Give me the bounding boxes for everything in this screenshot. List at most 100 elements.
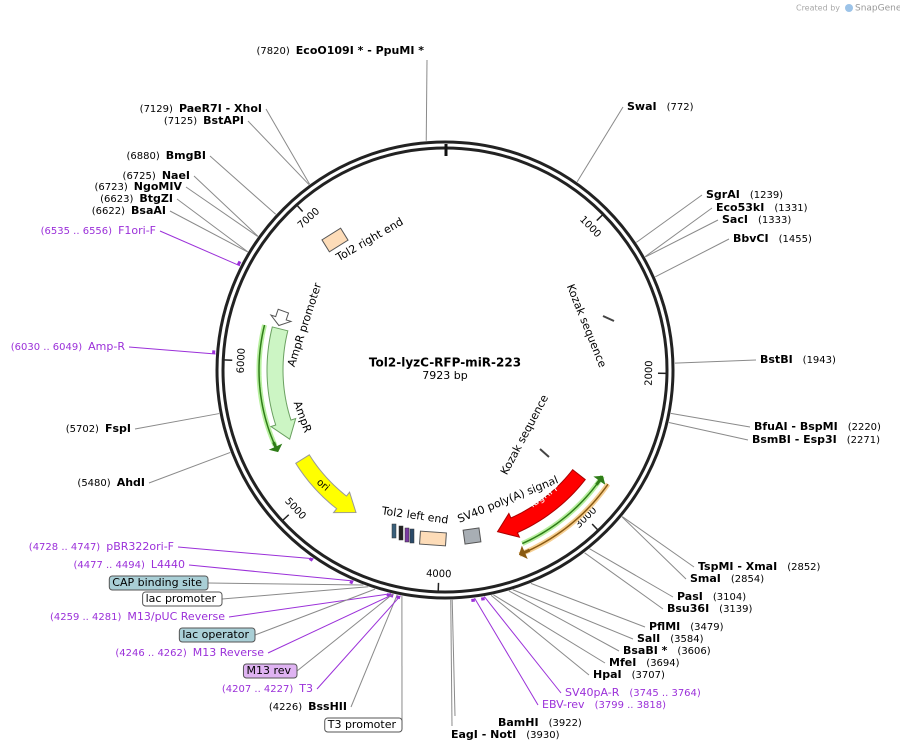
label-name: Amp-R [88, 340, 125, 353]
leader-line [530, 582, 646, 628]
label-name: BamHI [498, 716, 539, 729]
leader-line [474, 597, 539, 706]
label-name: F1ori-F [118, 224, 156, 237]
label-group: SmaI (2854) [621, 516, 764, 585]
scale-tick [281, 514, 290, 522]
label-group: Eco53kI (1331) [644, 201, 808, 258]
feature-ori [295, 454, 357, 514]
label-group: BssHII (4226) [269, 594, 398, 713]
label-group: PaeR7I - XhoI (7129) [140, 102, 310, 185]
label-location: (3799 .. 3818) [595, 700, 667, 711]
label-location: (3104) [713, 592, 746, 603]
label-name: EagI - NotI [451, 728, 516, 741]
leader-line [576, 106, 624, 183]
label-name: TspMI - XmaI [698, 560, 777, 573]
label-location: (3745 .. 3764) [629, 688, 701, 699]
label-location: (3606) [677, 646, 710, 657]
label-name: Bsu36I [667, 602, 709, 615]
label-location: (3930) [526, 730, 559, 741]
label-location: (4728 .. 4747) [29, 542, 101, 553]
label-location: (3479) [690, 622, 723, 633]
label-group: BmgBI (6880) [127, 149, 277, 215]
leader-line [483, 596, 562, 694]
label-name: PflMI [649, 620, 680, 633]
label-location: (1333) [758, 215, 791, 226]
label-name: MfeI [609, 656, 636, 669]
label-name: BstBI [760, 353, 793, 366]
leader-line [508, 590, 620, 652]
label-group: FspI (5702) [66, 413, 220, 435]
label-location: (2271) [847, 435, 880, 446]
leader-line [493, 594, 606, 664]
leader-line [177, 546, 314, 560]
feature-name: Tol2 left end [380, 504, 449, 526]
primer-arc-head [518, 545, 531, 560]
leader-line [185, 186, 258, 237]
label-group: BfuAI - BspMI (2220) [670, 412, 881, 433]
leader-line [265, 108, 310, 185]
primer-mark [396, 595, 401, 600]
leader-line [674, 359, 757, 364]
label-location: (4207 .. 4227) [222, 684, 294, 695]
label-name: SmaI [690, 572, 721, 585]
leader-line [188, 564, 354, 582]
label-location: (2852) [787, 562, 820, 573]
leader-line [247, 120, 310, 185]
label-name: BfuAI - BspMI [754, 420, 838, 433]
feature-name: Kozak sequence [498, 392, 551, 477]
leader-line [148, 451, 231, 484]
scale-tick [591, 523, 599, 532]
label-group: EcoO109I * - PpuMI * (7820) [257, 44, 428, 141]
plasmid-length: 7923 bp [422, 369, 467, 382]
label-group: M13/pUC Reverse (4259 .. 4281) [50, 593, 392, 623]
feature-box [142, 591, 223, 607]
label-name: M13 Reverse [193, 646, 264, 659]
label-name: SacI [722, 213, 748, 226]
feature-label: M13 rev [246, 664, 291, 677]
scale-tick [296, 204, 304, 213]
label-name: EcoO109I * - PpuMI * [296, 44, 424, 57]
label-location: (2854) [731, 574, 764, 585]
label-name: BbvCI [733, 232, 769, 245]
label-location: (7129) [140, 104, 173, 115]
feature-label: lac operator [182, 628, 249, 641]
leader-line [451, 599, 456, 717]
label-location: (1455) [779, 234, 812, 245]
leader-line [316, 595, 401, 690]
label-name: PasI [677, 590, 703, 603]
feature-label: lac promoter [146, 592, 217, 605]
label-location: (6622) [92, 206, 125, 217]
leader-line [267, 593, 394, 654]
leader-line [490, 594, 590, 676]
label-name: FspI [105, 422, 131, 435]
scale-label: 7000 [296, 206, 322, 231]
label-location: (3139) [719, 604, 752, 615]
scale-label: 4000 [426, 569, 452, 581]
leader-line [134, 413, 220, 430]
label-name: pBR322ori-F [106, 540, 174, 553]
label-group: Amp-R (6030 .. 6049) [11, 340, 216, 355]
leader-line [668, 421, 749, 441]
label-name: AhdI [117, 476, 145, 489]
label-group: BstBI (1943) [674, 353, 836, 366]
label-name: Eco53kI [716, 201, 764, 214]
feature-label: CAP binding site [112, 576, 202, 589]
label-name: SwaI [627, 100, 657, 113]
label-location: (4246 .. 4262) [115, 648, 187, 659]
label-group: F1ori-F (6535 .. 6556) [41, 224, 241, 267]
label-name: BsmBI - Esp3I [752, 433, 837, 446]
feature-tol2-left [419, 530, 447, 547]
label-group: BstAPI (7125) [164, 114, 310, 185]
feature-sv40 [462, 527, 482, 545]
label-location: (2220) [848, 422, 881, 433]
leader-line [621, 516, 687, 580]
label-location: (6535 .. 6556) [41, 226, 113, 237]
label-group: SacI (1333) [645, 213, 791, 258]
label-location: (4477 .. 4494) [73, 560, 145, 571]
small-feature [398, 525, 404, 541]
leader-line [425, 59, 428, 141]
label-location: (6723) [95, 182, 128, 193]
label-group: T3 (4207 .. 4227) [222, 595, 401, 695]
label-location: (4226) [269, 702, 302, 713]
